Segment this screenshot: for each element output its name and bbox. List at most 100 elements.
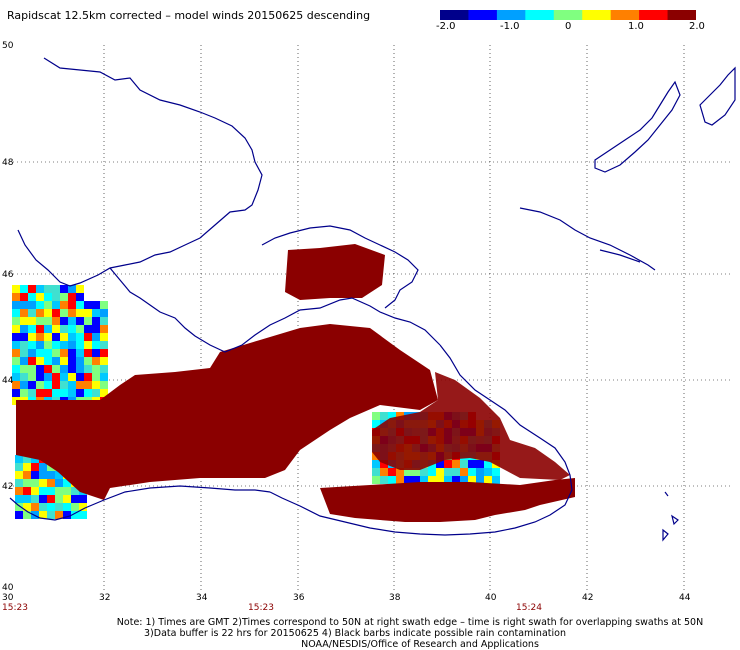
wind-cell xyxy=(39,463,47,471)
wind-cell xyxy=(44,381,52,389)
colorbar-label-zero: 0 xyxy=(565,21,572,32)
wind-cell xyxy=(23,455,31,463)
wind-cell xyxy=(52,349,60,357)
colorbar-label-minus1: -1.0 xyxy=(500,21,520,32)
wind-cell xyxy=(92,389,100,397)
wind-cell xyxy=(68,341,76,349)
wind-cell xyxy=(20,365,28,373)
wind-cell xyxy=(388,476,396,484)
wind-cell xyxy=(100,333,108,341)
wind-cell xyxy=(20,301,28,309)
colorbar-segment xyxy=(553,10,583,20)
map-title: Rapidscat 12.5km corrected – model winds… xyxy=(7,9,371,22)
wind-cell xyxy=(52,373,60,381)
wind-cell xyxy=(76,341,84,349)
wind-cell xyxy=(76,301,84,309)
wind-cell xyxy=(20,341,28,349)
wind-cell xyxy=(68,293,76,301)
colorbar-label-max: 2.0 xyxy=(689,21,705,32)
wind-cell xyxy=(23,495,31,503)
wind-cell xyxy=(12,389,20,397)
wind-cell xyxy=(468,476,476,484)
wind-cell xyxy=(52,333,60,341)
wind-cell xyxy=(12,333,20,341)
wind-cell xyxy=(20,317,28,325)
colorbar-segment xyxy=(610,10,640,20)
wind-cell xyxy=(60,325,68,333)
wind-cell xyxy=(452,460,460,468)
wind-cell xyxy=(15,471,23,479)
wind-cell xyxy=(100,373,108,381)
wind-cell xyxy=(92,381,100,389)
wind-cell xyxy=(36,373,44,381)
wind-cell xyxy=(100,381,108,389)
wind-cell xyxy=(100,389,108,397)
wind-cell xyxy=(55,471,63,479)
wind-cell xyxy=(20,285,28,293)
wind-cell xyxy=(36,365,44,373)
wind-cell xyxy=(100,365,108,373)
wind-cell xyxy=(60,301,68,309)
lon-label-36: 36 xyxy=(293,593,305,603)
wind-cell xyxy=(68,389,76,397)
wind-cell xyxy=(28,293,36,301)
wind-cell xyxy=(468,460,476,468)
wind-cell xyxy=(31,479,39,487)
wind-cell xyxy=(28,389,36,397)
wind-cell xyxy=(63,503,71,511)
wind-cell xyxy=(60,285,68,293)
time-label-middle: 15:23 xyxy=(248,603,274,613)
wind-cell xyxy=(428,468,436,476)
wind-cell xyxy=(92,325,100,333)
wind-cell xyxy=(492,468,500,476)
wind-cell xyxy=(36,349,44,357)
wind-cell xyxy=(28,373,36,381)
wind-cell xyxy=(31,495,39,503)
lat-label-50: 50 xyxy=(2,41,14,51)
wind-cell xyxy=(76,365,84,373)
wind-cell xyxy=(68,333,76,341)
wind-cell xyxy=(44,365,52,373)
wind-cell xyxy=(44,301,52,309)
wind-cell xyxy=(23,463,31,471)
wind-cell xyxy=(60,373,68,381)
wind-cell xyxy=(436,460,444,468)
wind-cell xyxy=(84,341,92,349)
wind-cell xyxy=(68,317,76,325)
colorbar-segment xyxy=(582,10,612,20)
wind-cell xyxy=(39,495,47,503)
wind-cell xyxy=(71,495,79,503)
wind-cell xyxy=(36,285,44,293)
wind-cell xyxy=(31,463,39,471)
wind-cell xyxy=(55,503,63,511)
wind-cell xyxy=(52,381,60,389)
wind-cell xyxy=(44,333,52,341)
wind-cell xyxy=(68,349,76,357)
wind-cell xyxy=(12,325,20,333)
wind-cell xyxy=(71,487,79,495)
lon-label-34: 34 xyxy=(196,593,208,603)
wind-cell xyxy=(380,468,388,476)
wind-cell xyxy=(84,357,92,365)
wind-cell xyxy=(460,468,468,476)
wind-cell xyxy=(36,293,44,301)
wind-cell xyxy=(84,389,92,397)
wind-cell xyxy=(484,468,492,476)
wind-cell xyxy=(76,373,84,381)
wind-cell xyxy=(20,349,28,357)
wind-cell xyxy=(28,325,36,333)
wind-cell xyxy=(52,325,60,333)
wind-cell xyxy=(44,325,52,333)
note-line-1: Note: 1) Times are GMT 2)Times correspon… xyxy=(116,617,704,628)
wind-cell xyxy=(28,333,36,341)
wind-cell xyxy=(28,357,36,365)
wind-cell xyxy=(79,503,87,511)
wind-cell xyxy=(76,317,84,325)
wind-cell xyxy=(12,349,20,357)
lat-label-46: 46 xyxy=(2,270,14,280)
wind-cell xyxy=(15,455,23,463)
wind-cell xyxy=(60,389,68,397)
wind-cell xyxy=(20,325,28,333)
wind-cell xyxy=(60,365,68,373)
